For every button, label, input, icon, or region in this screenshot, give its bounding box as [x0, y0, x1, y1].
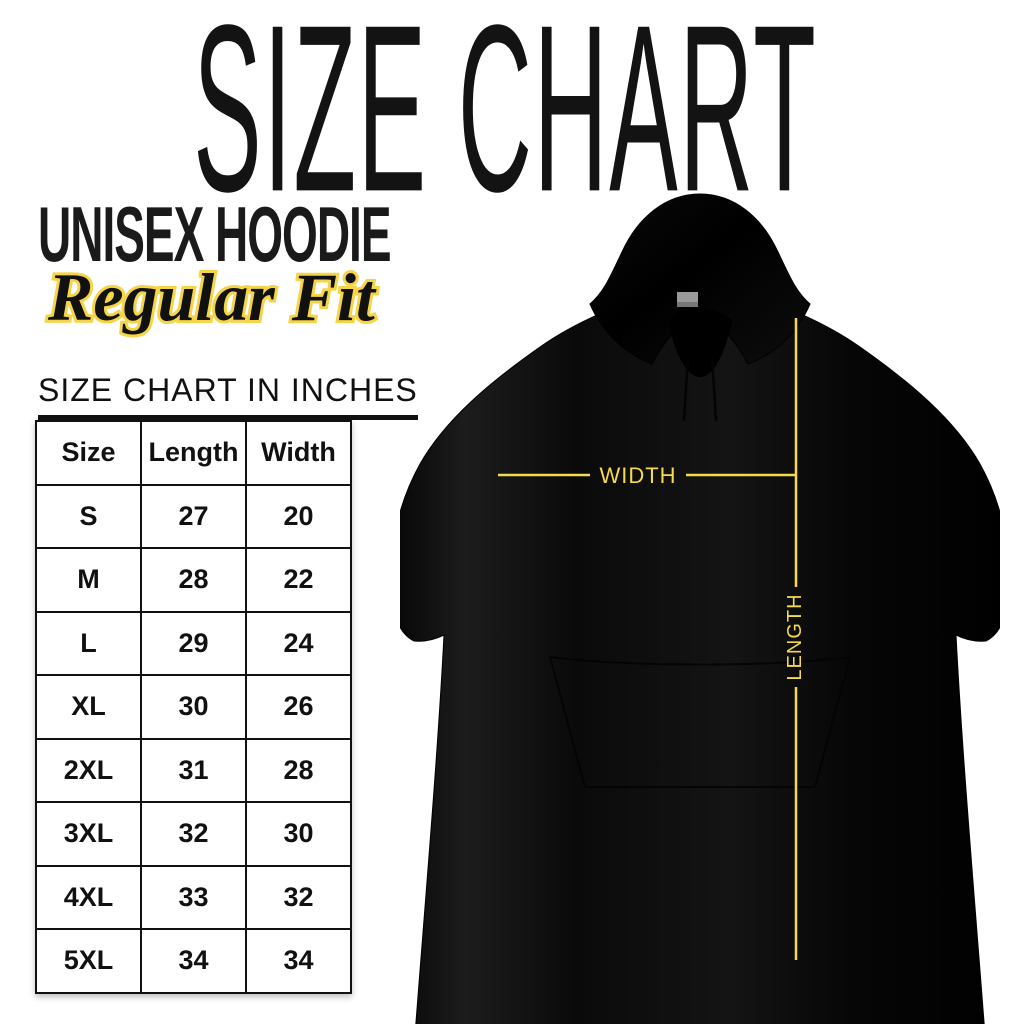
svg-text:LENGTH: LENGTH	[784, 593, 806, 680]
svg-text:WIDTH: WIDTH	[599, 463, 676, 488]
